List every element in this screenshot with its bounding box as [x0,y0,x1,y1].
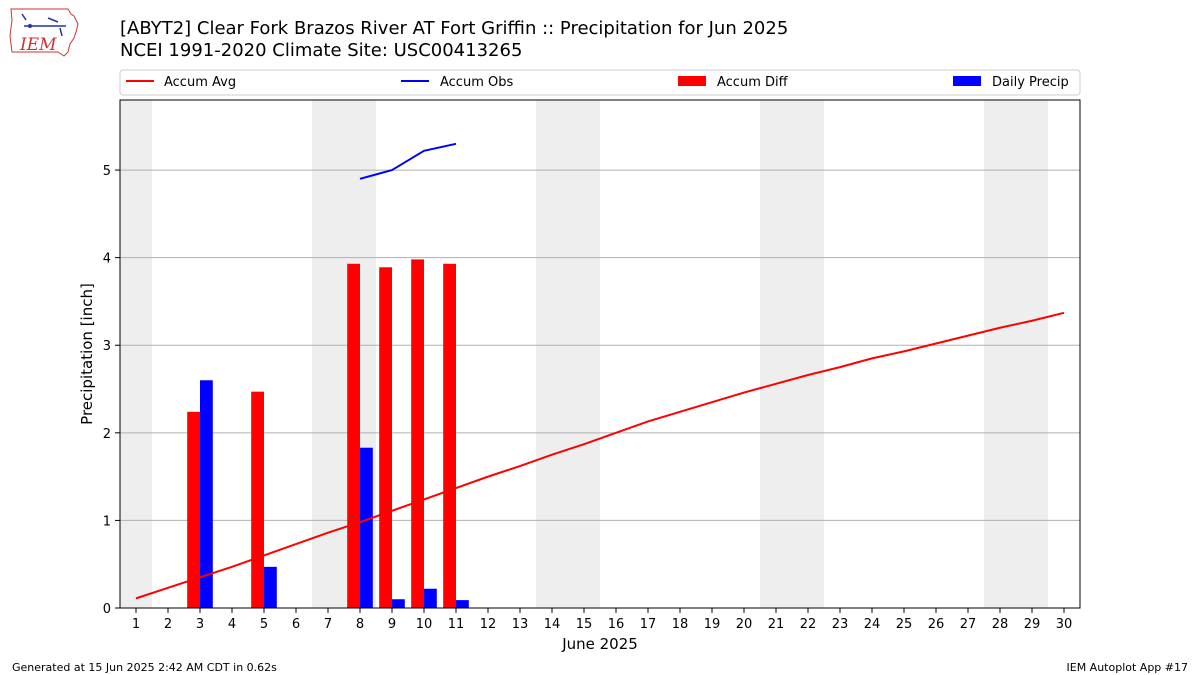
weekend-band-29 [1016,100,1048,608]
weekend-band-15 [568,100,600,608]
y-tick-label-1: 1 [103,514,111,529]
weekend-band-28 [984,100,1016,608]
x-tick-label-28: 28 [992,617,1009,632]
x-tick-label-2: 2 [164,617,172,632]
x-tick-label-26: 26 [928,617,945,632]
legend-item-accum-diff: Accum Diff [678,75,789,90]
x-tick-label-29: 29 [1024,617,1041,632]
x-axis-label: June 2025 [561,635,638,653]
legend-label-daily-precip: Daily Precip [992,75,1069,90]
chart-title: [ABYT2] Clear Fork Brazos River AT Fort … [120,18,789,39]
legend-label-accum-obs: Accum Obs [440,75,513,90]
weekend-shading [120,100,1048,608]
lines [135,142,1065,600]
x-tick-label-14: 14 [544,617,561,632]
daily-precip-bar-10 [424,588,437,608]
daily-precip-bar-9 [392,599,405,608]
weather-symbols-icon [21,13,66,37]
y-axis-label: Precipitation [inch] [78,283,96,425]
accum-diff-bar-3 [187,411,200,608]
daily-precip-bar-11 [456,600,469,608]
generated-timestamp: Generated at 15 Jun 2025 2:42 AM CDT in … [12,661,277,674]
legend-item-accum-avg: Accum Avg [126,75,236,90]
x-tick-label-17: 17 [640,617,657,632]
x-axis: 1 2 3 4 5 6 7 8 9 10 11 12 13 14 15 16 17 18 19 20 21 22 23 24 2… [132,608,1072,632]
weekend-band-14 [536,100,568,608]
x-tick-label-15: 15 [576,617,593,632]
x-tick-label-6: 6 [292,617,300,632]
x-tick-label-5: 5 [260,617,268,632]
x-tick-label-21: 21 [768,617,785,632]
y-tick-label-3: 3 [103,339,111,354]
x-tick-label-10: 10 [416,617,433,632]
app-credit: IEM Autoplot App #17 [1066,661,1189,674]
y-tick-label-2: 2 [103,427,111,442]
accum-diff-bar-5 [251,391,264,608]
x-tick-label-16: 16 [608,617,625,632]
x-tick-label-11: 11 [448,617,465,632]
x-tick-label-13: 13 [512,617,529,632]
x-tick-label-18: 18 [672,617,689,632]
legend-swatch-accum-diff [678,76,706,86]
legend-swatch-daily-precip [953,76,981,86]
daily-precip-bar-5 [264,566,277,608]
x-tick-label-20: 20 [736,617,753,632]
daily-precip-bar-3 [200,380,213,608]
y-axis: 0 1 2 3 4 5 [103,164,120,617]
iowa-outline-icon [9,8,79,57]
x-tick-label-22: 22 [800,617,817,632]
weekend-band-21 [760,100,792,608]
y-tick-label-4: 4 [103,252,111,267]
daily-precip-bar-8 [360,447,373,608]
bars [187,259,469,608]
weekend-band-1 [120,100,152,608]
x-tick-label-23: 23 [832,617,849,632]
x-tick-label-7: 7 [324,617,332,632]
iem-logo: IEM [9,8,79,57]
accum-avg-line [135,311,1065,600]
legend-frame [119,69,1081,96]
x-tick-label-3: 3 [196,617,204,632]
x-tick-label-24: 24 [864,617,881,632]
accum-obs-line [359,142,457,180]
x-tick-label-8: 8 [356,617,364,632]
legend-item-accum-obs: Accum Obs [401,75,513,90]
logo-text: IEM [19,35,57,55]
x-tick-label-12: 12 [480,617,497,632]
y-tick-label-0: 0 [103,602,111,617]
accum-diff-bar-9 [379,267,392,608]
x-tick-label-9: 9 [388,617,396,632]
accum-diff-bar-10 [411,259,424,608]
weather-dot-icon [28,24,32,28]
weekend-band-7 [312,100,344,608]
x-tick-label-25: 25 [896,617,913,632]
accum-diff-bar-11 [443,263,456,608]
x-tick-label-4: 4 [228,617,236,632]
plot-frame [119,99,1081,609]
y-tick-label-5: 5 [103,164,111,179]
x-tick-label-19: 19 [704,617,721,632]
accum-diff-bar-8 [347,263,360,608]
chart-subtitle: NCEI 1991-2020 Climate Site: USC00413265 [120,40,523,61]
legend-label-accum-avg: Accum Avg [164,75,236,90]
legend-item-daily-precip: Daily Precip [953,75,1069,90]
legend: Accum Avg Accum Obs Accum Diff Daily Pre… [119,69,1081,96]
x-tick-label-1: 1 [132,617,140,632]
legend-label-accum-diff: Accum Diff [717,75,789,90]
weekend-band-22 [792,100,824,608]
x-tick-label-27: 27 [960,617,977,632]
x-tick-label-30: 30 [1056,617,1073,632]
